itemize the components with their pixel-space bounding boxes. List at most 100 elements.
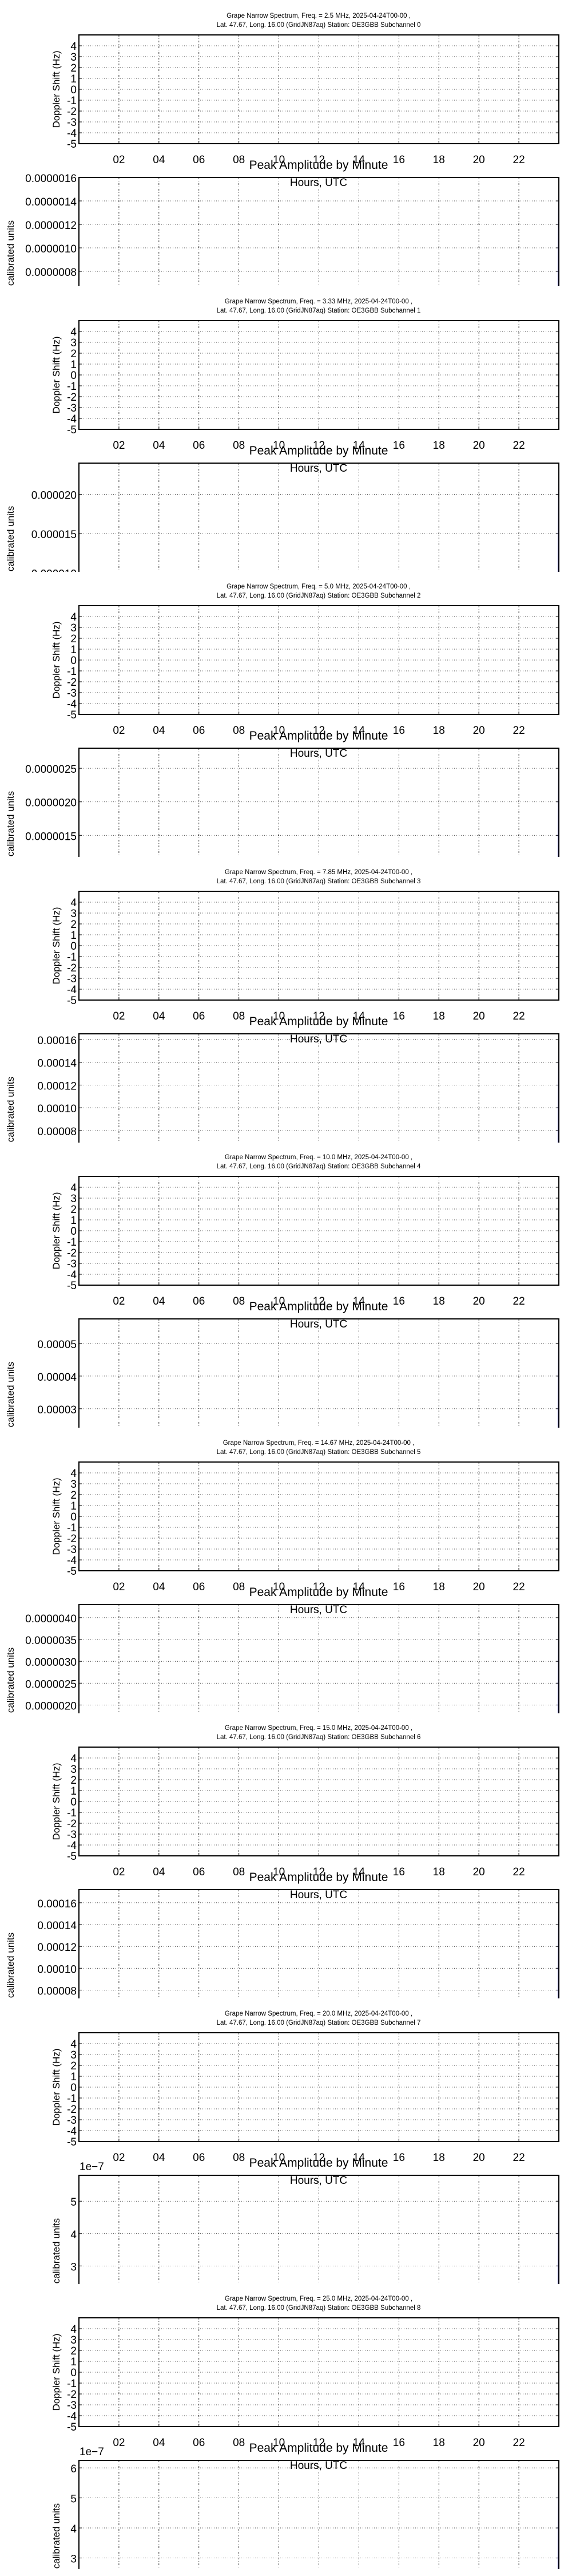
- spectrum-chart: Grape Narrow Spectrum, Freq. = 25.0 MHz,…: [51, 2296, 559, 2472]
- y-tick-label: 0.0000025: [25, 764, 77, 776]
- subchannel-block-6: Grape Narrow Spectrum, Freq. = 15.0 MHz,…: [0, 1712, 572, 1998]
- y-axis-label: Doppler Shift (Hz): [51, 50, 62, 128]
- y-tick-label: 0: [70, 2367, 77, 2379]
- amplitude-title: Peak Amplitude by Minute: [249, 159, 388, 172]
- x-tick-label: 02: [113, 2437, 125, 2449]
- y-tick-label: 0: [70, 370, 77, 382]
- x-tick-label: 14: [353, 2152, 366, 2164]
- y-tick-label: -4: [67, 698, 77, 710]
- y-tick-label: 0.0000020: [25, 797, 77, 809]
- x-tick-label: 22: [513, 1581, 525, 1593]
- y-tick-label: 0.000010: [31, 568, 77, 572]
- x-tick-label: 16: [393, 2437, 405, 2449]
- subchannel-block-1: Grape Narrow Spectrum, Freq. = 3.33 MHz,…: [0, 286, 572, 572]
- x-tick-label: 22: [513, 2152, 525, 2164]
- y-tick-label: -5: [67, 1280, 77, 1292]
- y-tick-label: 0.0000025: [25, 1678, 77, 1690]
- y-tick-label: -1: [67, 95, 77, 107]
- x-tick-label: 04: [153, 1295, 165, 1307]
- x-tick-label: 18: [433, 2152, 445, 2164]
- x-tick-label: 20: [473, 1295, 485, 1307]
- y-tick-label: 0: [70, 1226, 77, 1238]
- y-tick-label: 2: [70, 633, 77, 645]
- spectrum-subtitle: Lat. 47.67, Long. 16.00 (GridJN87aq) Sta…: [217, 1734, 421, 1741]
- x-tick-label: 16: [393, 1866, 405, 1878]
- amplitude-chart: Peak Amplitude by Minute1e−7012345000204…: [51, 2156, 559, 2284]
- x-tick-label: 04: [153, 1581, 165, 1593]
- y-tick-label: 0: [70, 941, 77, 953]
- x-tick-label: 06: [193, 440, 205, 452]
- x-tick-label: 02: [113, 154, 125, 166]
- y-tick-label: 0: [70, 655, 77, 667]
- y-tick-label: 4: [70, 41, 77, 53]
- y-tick-label: 5: [70, 2494, 77, 2506]
- y-tick-label: 3: [70, 52, 77, 64]
- y-tick-label: 1: [70, 73, 77, 85]
- y-tick-label: -3: [67, 1829, 77, 1841]
- x-axis-label: Hours, UTC: [290, 1889, 347, 1901]
- x-tick-label: 16: [393, 440, 405, 452]
- amplitude-title: Peak Amplitude by Minute: [249, 729, 388, 742]
- y-tick-label: 3: [70, 2261, 77, 2273]
- amplitude-title: Peak Amplitude by Minute: [249, 1300, 388, 1313]
- subchannel-block-2: Grape Narrow Spectrum, Freq. = 5.0 MHz, …: [0, 571, 572, 857]
- x-tick-label: 16: [393, 1010, 405, 1022]
- spectrum-title: Grape Narrow Spectrum, Freq. = 5.0 MHz, …: [227, 583, 411, 590]
- y-tick-label: 1: [70, 359, 77, 371]
- x-axis-label: Hours, UTC: [290, 463, 347, 475]
- spectrum-title: Grape Narrow Spectrum, Freq. = 20.0 MHz,…: [225, 2010, 412, 2017]
- y-tick-label: 2: [70, 2060, 77, 2072]
- y-tick-label: 4: [70, 2229, 77, 2241]
- y-axis-label: Doppler Shift (Hz): [51, 1763, 62, 1840]
- x-tick-label: 22: [513, 725, 525, 737]
- x-axis-label: Hours, UTC: [290, 1604, 347, 1616]
- y-tick-label: -3: [67, 117, 77, 129]
- y-tick-label: -4: [67, 413, 77, 425]
- y-tick-label: 0.0000030: [25, 1657, 77, 1669]
- y-offset-label: 1e−7: [80, 2446, 104, 2458]
- y-tick-label: 4: [70, 1753, 77, 1765]
- y-tick-label: 0: [70, 2082, 77, 2094]
- spectrum-chart: Grape Narrow Spectrum, Freq. = 10.0 MHz,…: [51, 1154, 559, 1330]
- x-tick-label: 04: [153, 1010, 165, 1022]
- x-tick-label: 08: [233, 1010, 245, 1022]
- y-tick-label: -4: [67, 1840, 77, 1852]
- y-tick-label: 4: [70, 611, 77, 623]
- y-tick-label: 0.00014: [37, 1057, 77, 1069]
- x-tick-label: 10: [273, 2437, 285, 2449]
- y-tick-label: -4: [67, 2125, 77, 2138]
- y-tick-label: 0.0000035: [25, 1635, 77, 1647]
- y-axis-label: Amplitude, uncalibrated units: [5, 1647, 16, 1713]
- spectrum-title: Grape Narrow Spectrum, Freq. = 2.5 MHz, …: [227, 13, 411, 19]
- x-tick-label: 12: [313, 154, 325, 166]
- y-tick-label: 6: [70, 2463, 77, 2475]
- amplitude-chart: Peak Amplitude by Minute0.000000.000010.…: [5, 1300, 559, 1428]
- x-axis-label: Hours, UTC: [290, 1318, 347, 1330]
- x-tick-label: 22: [513, 154, 525, 166]
- y-tick-label: -1: [67, 951, 77, 963]
- x-tick-label: 20: [473, 1866, 485, 1878]
- spectrum-chart: Grape Narrow Spectrum, Freq. = 3.33 MHz,…: [51, 298, 559, 475]
- y-tick-label: 0.0000012: [25, 220, 77, 232]
- y-tick-label: -1: [67, 1522, 77, 1534]
- x-tick-label: 10: [273, 1295, 285, 1307]
- y-axis-label: Doppler Shift (Hz): [51, 1477, 62, 1555]
- spectrum-chart: Grape Narrow Spectrum, Freq. = 7.85 MHz,…: [51, 869, 559, 1045]
- x-tick-label: 16: [393, 725, 405, 737]
- x-tick-label: 14: [353, 2437, 366, 2449]
- y-axis-label: Amplitude, uncalibrated units: [5, 1362, 16, 1428]
- x-tick-label: 18: [433, 440, 445, 452]
- y-tick-label: 0.0000014: [25, 196, 77, 208]
- x-tick-label: 04: [153, 440, 165, 452]
- y-tick-label: 0.0000015: [25, 831, 77, 843]
- x-tick-label: 02: [113, 725, 125, 737]
- y-tick-label: 0.00008: [37, 1125, 77, 1137]
- x-tick-label: 12: [313, 1295, 325, 1307]
- spectrum-chart: Grape Narrow Spectrum, Freq. = 20.0 MHz,…: [51, 2010, 559, 2187]
- amplitude-chart: Peak Amplitude by Minute1e−7012345600020…: [51, 2441, 559, 2569]
- y-tick-label: 3: [70, 1479, 77, 1491]
- x-tick-label: 12: [313, 1581, 325, 1593]
- y-tick-label: -4: [67, 2411, 77, 2423]
- y-tick-label: -2: [67, 1247, 77, 1259]
- y-tick-label: -3: [67, 402, 77, 414]
